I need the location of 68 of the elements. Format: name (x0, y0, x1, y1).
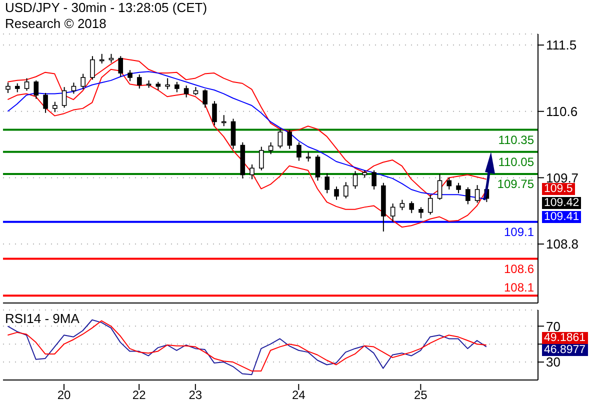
y-tick-label: 111.5 (546, 38, 577, 53)
candlestick (80, 73, 86, 90)
y-tick-label: 110.6 (546, 104, 578, 119)
candlestick (324, 172, 330, 194)
ref-line-label: 109.1 (504, 224, 534, 239)
chart-title: USD/JPY - 30min - 13:28:05 (CET) (5, 0, 208, 16)
y-tick-label: 70 (546, 318, 560, 334)
chart-title: RSI14 - 9MA (5, 311, 80, 327)
text: 49.1861 (542, 332, 588, 344)
ref-line-label: 108.6 (504, 262, 534, 276)
candlestick (352, 170, 358, 190)
candlestick (400, 199, 405, 211)
candlestick (6, 82, 10, 94)
candlestick (221, 114, 226, 127)
candlestick (409, 200, 414, 214)
candlestick (474, 184, 480, 204)
candlestick (259, 146, 264, 171)
candlestick (99, 53, 104, 64)
candlestick (62, 86, 67, 108)
candlestick (128, 70, 132, 82)
candlestick (90, 56, 95, 80)
x-tick-label: 20 (57, 388, 72, 400)
text: 109.5 (542, 183, 575, 195)
candlestick (466, 186, 470, 205)
candlestick (428, 194, 433, 216)
candlestick (71, 82, 76, 94)
candlestick (52, 101, 58, 113)
y-tick-label: 109.7 (546, 170, 579, 186)
text: 109.42 (542, 197, 582, 209)
chart-subtitle: Research © 2018 (5, 16, 108, 32)
candlestick (202, 88, 208, 108)
ref-line-label: 110.05 (498, 154, 534, 169)
x-tick-label: 24 (292, 388, 306, 400)
candlestick (24, 78, 30, 92)
candlestick (43, 92, 48, 114)
candlestick (184, 85, 189, 98)
candlestick (343, 182, 348, 199)
candlestick (437, 174, 442, 200)
text: 109.41 (542, 211, 582, 223)
candlestick (446, 177, 452, 190)
candlestick (296, 142, 302, 162)
candlestick (174, 81, 180, 93)
candlestick (418, 206, 424, 219)
candlestick (250, 164, 254, 180)
candlestick (230, 118, 236, 150)
ref-line-label: 110.35 (498, 132, 534, 147)
candlestick (268, 142, 274, 155)
candlestick (287, 129, 292, 150)
x-tick-label: 25 (414, 388, 428, 400)
candlestick (165, 78, 170, 90)
ref-line-label: 108.1 (504, 280, 534, 295)
y-tick-label: 108.8 (546, 236, 579, 252)
ref-line-label: 109.75 (497, 177, 534, 192)
candlestick (315, 154, 320, 182)
candlestick (372, 170, 376, 190)
y-tick-label: 30 (546, 354, 560, 370)
text: 46.8977 (542, 344, 588, 356)
candlestick (278, 128, 283, 149)
candlestick (306, 151, 311, 162)
candlestick (34, 80, 39, 100)
candlestick (212, 100, 217, 126)
candlestick (390, 203, 396, 222)
x-tick-label: 22 (132, 388, 146, 400)
candlestick (456, 182, 461, 194)
candlestick (334, 186, 339, 200)
candlestick (137, 74, 142, 90)
candlestick (118, 56, 124, 78)
x-tick-label: 23 (188, 388, 202, 400)
